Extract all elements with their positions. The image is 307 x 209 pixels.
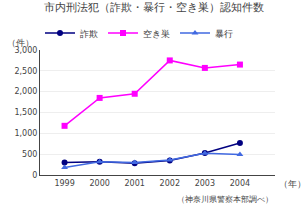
svg-text:空き巣: 空き巣 [143,29,170,39]
svg-text:市内刑法犯（詐欺・暴行・空き巣）認知件数: 市内刑法犯（詐欺・暴行・空き巣）認知件数 [44,1,264,14]
svg-text:2003: 2003 [195,179,215,188]
svg-text:0: 0 [32,171,37,180]
svg-text:2004: 2004 [230,179,250,188]
svg-text:暴行: 暴行 [215,29,233,39]
svg-text:詐欺: 詐欺 [80,29,98,39]
svg-text:2,000: 2,000 [14,87,37,96]
svg-text:2,500: 2,500 [14,67,37,76]
svg-text:（件）: （件） [7,38,34,48]
svg-text:2002: 2002 [160,179,180,188]
svg-text:1999: 1999 [54,179,74,188]
svg-text:2000: 2000 [89,179,109,188]
svg-text:1,000: 1,000 [14,129,37,138]
svg-text:500: 500 [22,150,37,159]
svg-text:1,500: 1,500 [14,108,37,117]
svg-text:2001: 2001 [125,179,145,188]
svg-text:（年）: （年） [279,179,306,189]
svg-text:3,000: 3,000 [14,46,37,55]
svg-text:（神奈川県警察本部調べ）: （神奈川県警察本部調べ） [177,195,273,204]
